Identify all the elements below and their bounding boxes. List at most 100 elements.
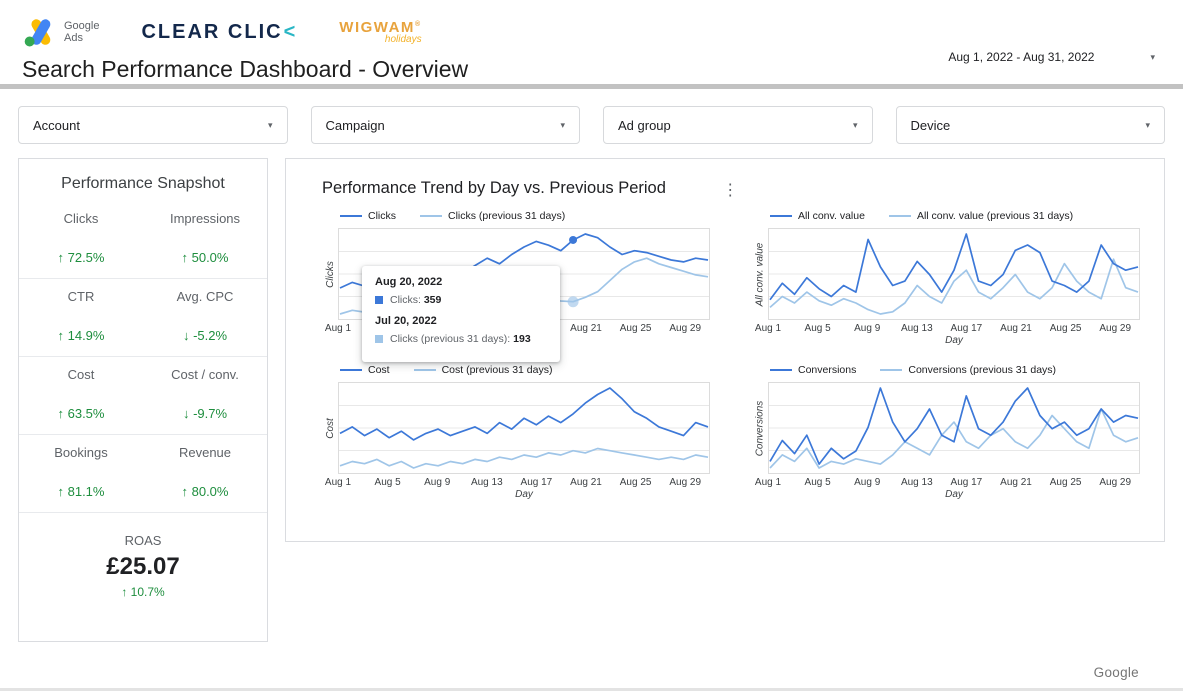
series-swatch-icon bbox=[880, 369, 903, 371]
metric-change-value: ↑ 80.0% bbox=[181, 484, 229, 499]
more-options-icon[interactable]: ⋮ bbox=[722, 182, 739, 199]
chart-all-conv-value: All conv. value All conv. value (previou… bbox=[752, 208, 1140, 346]
x-tick-label: Aug 9 bbox=[424, 477, 451, 488]
x-tick-label: Aug 9 bbox=[854, 477, 881, 488]
clear-click-logo: CLEAR CLIC< bbox=[141, 20, 298, 43]
x-tick-label: Aug 21 bbox=[1000, 477, 1032, 488]
line-chart-plot[interactable] bbox=[338, 382, 710, 474]
line-chart-plot[interactable] bbox=[768, 382, 1140, 474]
tooltip-previous-label: Clicks (previous 31 days): bbox=[390, 333, 511, 345]
filter-campaign[interactable]: Campaign ▾ bbox=[310, 106, 580, 144]
x-tick-label: Aug 13 bbox=[900, 323, 933, 334]
tooltip-current-row: Clicks: 359 bbox=[375, 294, 547, 306]
chevron-down-icon: ▾ bbox=[267, 119, 273, 130]
roas-label: ROAS bbox=[124, 533, 162, 548]
x-tick-label: Aug 21 bbox=[570, 323, 602, 334]
x-axis-ticks: Aug 1 Aug 5 Aug 9 Aug 13 Aug 17 Aug 21 Aug 25 A… bbox=[755, 320, 1140, 335]
registered-mark: ® bbox=[414, 21, 422, 28]
x-tick-label: Aug 1 bbox=[754, 323, 782, 334]
filter-account[interactable]: Account ▾ bbox=[18, 106, 288, 144]
charts-grid: Clicks Clicks (previous 31 days) Clicks … bbox=[314, 200, 1164, 500]
filter-label: Account bbox=[33, 117, 80, 133]
line-chart-plot[interactable] bbox=[768, 228, 1140, 320]
metric-label: Clicks bbox=[63, 211, 99, 226]
series-swatch-icon bbox=[375, 296, 383, 304]
x-tick-label: Aug 29 bbox=[1099, 323, 1132, 334]
x-axis-title: Day bbox=[945, 335, 963, 346]
dashboard-body: Performance Snapshot Clicks Impressions … bbox=[0, 144, 1183, 642]
roas-scorecard: ROAS £25.07 ↑ 10.7% bbox=[19, 513, 267, 599]
tooltip-date-current: Aug 20, 2022 bbox=[375, 276, 443, 288]
wigwam-logo: WIGWAM® holidays bbox=[339, 19, 422, 45]
tooltip-current-value: 359 bbox=[423, 294, 442, 306]
metric-label: Revenue bbox=[178, 445, 232, 460]
x-tick-label: Aug 21 bbox=[1000, 323, 1032, 334]
series-swatch-icon bbox=[888, 215, 911, 217]
series-swatch-icon bbox=[770, 215, 792, 217]
metric-change-value: ↑ 63.5% bbox=[57, 406, 105, 421]
legend-item: Conversions (previous 31 days) bbox=[880, 364, 1056, 376]
y-axis-title: Cost bbox=[324, 417, 336, 439]
metric-change-value: ↓ -5.2% bbox=[182, 328, 228, 343]
y-axis-title: Conversions bbox=[754, 400, 766, 456]
report-footer: Google bbox=[0, 665, 1183, 691]
date-range-value: Aug 1, 2022 - Aug 31, 2022 bbox=[948, 50, 1095, 64]
date-range-control[interactable]: Aug 1, 2022 - Aug 31, 2022 ▾ bbox=[942, 46, 1161, 68]
y-axis-title: All conv. value bbox=[754, 242, 766, 306]
chevron-down-icon: ▾ bbox=[560, 119, 565, 130]
tooltip-previous-row: Clicks (previous 31 days): 193 bbox=[375, 333, 547, 345]
clear-click-arrow-icon: < bbox=[283, 20, 298, 43]
x-axis-ticks: Aug 1 Aug 5 Aug 9 Aug 13 Aug 17 Aug 21 Aug 25 A… bbox=[325, 474, 710, 489]
metric-section-bookings-revenue: Bookings Revenue ↑ 81.1% ↑ 80.0% bbox=[19, 435, 267, 513]
metric-label: Impressions bbox=[169, 211, 241, 226]
x-tick-label: Aug 21 bbox=[570, 477, 602, 488]
legend-label: All conv. value (previous 31 days) bbox=[916, 210, 1074, 222]
chart-legend: Conversions Conversions (previous 31 day… bbox=[770, 364, 1140, 376]
metric-section-clicks-impressions: Clicks Impressions ↑ 72.5% ↑ 50.0% bbox=[19, 201, 267, 279]
x-axis-ticks: Aug 1 Aug 5 Aug 9 Aug 13 Aug 17 Aug 21 Aug 25 A… bbox=[755, 474, 1140, 489]
chart-clicks: Clicks Clicks (previous 31 days) Clicks … bbox=[322, 208, 710, 362]
logo-row: Google Ads CLEAR CLIC< WIGWAM® holidays bbox=[22, 12, 1163, 52]
tooltip-current-label: Clicks: bbox=[390, 294, 421, 306]
series-swatch-icon bbox=[375, 335, 383, 343]
page-title: Search Performance Dashboard - Overview bbox=[22, 56, 469, 82]
performance-snapshot-panel: Performance Snapshot Clicks Impressions … bbox=[18, 158, 268, 642]
x-tick-label: Aug 17 bbox=[950, 477, 983, 488]
x-tick-label: Aug 25 bbox=[1049, 477, 1082, 488]
legend-label: Conversions (previous 31 days) bbox=[908, 364, 1057, 376]
tooltip-date-previous: Jul 20, 2022 bbox=[375, 315, 437, 327]
x-axis-title: Day bbox=[945, 489, 963, 500]
chevron-down-icon: ▾ bbox=[1150, 51, 1155, 62]
filter-ad-group[interactable]: Ad group ▾ bbox=[603, 106, 873, 144]
x-axis-title: Day bbox=[515, 489, 533, 500]
x-tick-label: Aug 29 bbox=[1099, 477, 1132, 488]
x-tick-label: Aug 5 bbox=[804, 323, 831, 334]
chevron-down-icon: ▾ bbox=[852, 119, 858, 130]
x-tick-label: Aug 1 bbox=[754, 477, 782, 488]
x-tick-label: Aug 9 bbox=[854, 323, 881, 334]
metric-change-value: ↓ -9.7% bbox=[182, 406, 228, 421]
tooltip-previous-value: 193 bbox=[513, 333, 531, 345]
series-swatch-icon bbox=[340, 215, 362, 217]
snapshot-title: Performance Snapshot bbox=[61, 175, 225, 192]
metric-label: Cost / conv. bbox=[171, 367, 239, 382]
roas-value: £25.07 bbox=[106, 553, 180, 580]
metric-change-value: ↑ 81.1% bbox=[57, 484, 105, 499]
legend-item: All conv. value (previous 31 days) bbox=[888, 210, 1074, 222]
x-tick-label: Aug 5 bbox=[804, 477, 831, 488]
filter-label: Device bbox=[910, 117, 951, 133]
legend-item: Cost (previous 31 days) bbox=[413, 364, 552, 376]
x-tick-label: Aug 1 bbox=[324, 323, 352, 334]
x-tick-label: Aug 1 bbox=[324, 477, 352, 488]
legend-item: All conv. value bbox=[770, 210, 865, 222]
chart-legend: Cost Cost (previous 31 days) bbox=[340, 364, 710, 376]
metric-change-value: ↑ 14.9% bbox=[57, 328, 105, 343]
metric-label: Cost bbox=[67, 367, 95, 382]
chart-legend: Clicks Clicks (previous 31 days) bbox=[340, 210, 710, 222]
chart-cost: Cost Cost (previous 31 days) Cost Aug 1 A… bbox=[322, 362, 710, 500]
metric-section-cost: Cost Cost / conv. ↑ 63.5% ↓ -9.7% bbox=[19, 357, 267, 435]
filter-device[interactable]: Device ▾ bbox=[895, 106, 1165, 144]
header-divider bbox=[0, 84, 1183, 89]
chart-conversions: Conversions Conversions (previous 31 day… bbox=[752, 362, 1140, 500]
x-tick-label: Aug 29 bbox=[669, 477, 702, 488]
